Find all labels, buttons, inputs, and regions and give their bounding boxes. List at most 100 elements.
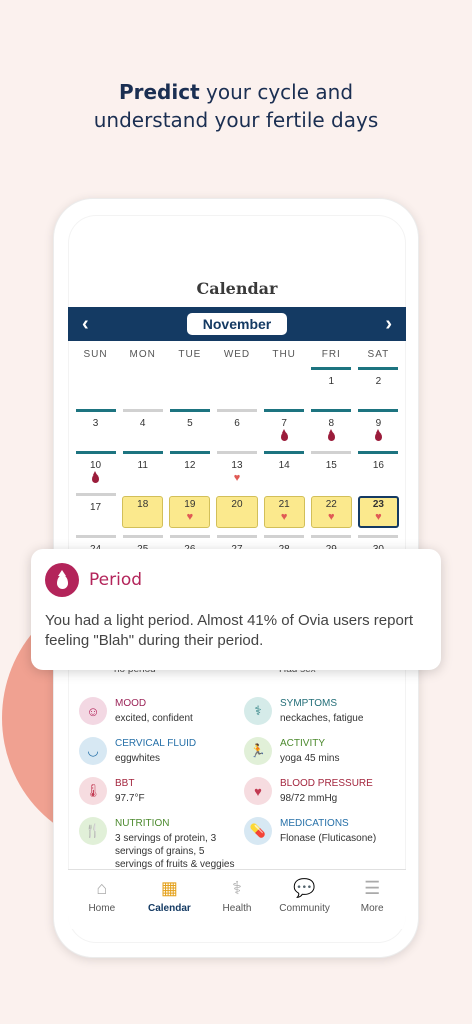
tab-home[interactable]: ⌂ Home	[68, 870, 136, 929]
calendar-empty-cell	[261, 365, 308, 407]
calendar-empty-cell	[119, 365, 166, 407]
calendar-day-16[interactable]: 16	[355, 449, 402, 491]
log-label: ACTIVITY	[280, 738, 326, 749]
day-number: 19	[184, 499, 196, 510]
calendar-day-12[interactable]: 12	[166, 449, 213, 491]
calendar-day-23[interactable]: 23 ♥	[355, 491, 402, 533]
calendar-day-2[interactable]: 2	[355, 365, 402, 407]
day-number: 13	[231, 460, 243, 471]
day-of-week-label: TUE	[178, 349, 202, 360]
tab-community[interactable]: 💬 Community	[271, 870, 339, 929]
calendar-day-10[interactable]: 10	[72, 449, 119, 491]
log-entry-blood-pressure[interactable]: ♥ BLOOD PRESSURE 98/72 mmHg	[244, 777, 404, 805]
calendar-day-1[interactable]: 1	[308, 365, 355, 407]
day-indicator-bar	[311, 451, 352, 454]
day-indicator-bar	[122, 451, 163, 454]
day-indicator-bar	[75, 493, 116, 496]
calendar-day-9[interactable]: 9	[355, 407, 402, 449]
calendar-day-6[interactable]: 6	[213, 407, 260, 449]
calendar-grid: 1 2 3 4 5 6 7 8 9 10 11 12 13 ♥ 14 15 16 17 18 19 ♥ 20 21 ♥ 22 ♥ 2…	[72, 365, 402, 575]
popup-title: Period	[89, 570, 143, 590]
day-indicator-bar	[264, 451, 305, 454]
calendar-day-20[interactable]: 20	[213, 491, 260, 533]
period-drop-icon	[280, 429, 288, 441]
calendar-day-15[interactable]: 15	[308, 449, 355, 491]
day-number: 1	[328, 376, 335, 387]
period-drop-icon	[92, 471, 100, 483]
day-number: 20	[231, 499, 243, 510]
log-text: CERVICAL FLUID eggwhites	[115, 737, 196, 765]
calendar-day-19[interactable]: 19 ♥	[166, 491, 213, 533]
day-number: 11	[137, 460, 148, 471]
day-number: 3	[92, 418, 99, 429]
log-text: ACTIVITY yoga 45 mins	[280, 737, 339, 765]
caduceus-icon: ⚕	[244, 697, 272, 725]
fertile-highlight	[310, 496, 352, 528]
tab-health[interactable]: ⚕ Health	[203, 870, 271, 929]
month-label[interactable]: November	[187, 313, 287, 335]
fertile-highlight	[122, 496, 164, 528]
day-of-week-label: THU	[272, 349, 296, 360]
log-entry-cervical-fluid[interactable]: ◡ CERVICAL FLUID eggwhites	[79, 737, 239, 765]
log-label: SYMPTOMS	[280, 698, 338, 709]
day-number: 23	[372, 499, 384, 510]
menu-icon: ☰	[364, 877, 381, 898]
calendar-day-17[interactable]: 17	[72, 491, 119, 533]
log-value: Flonase (Fluticasone)	[280, 833, 377, 844]
log-label: CERVICAL FLUID	[115, 738, 197, 749]
fertile-highlight	[216, 496, 258, 528]
day-indicator-bar	[75, 451, 116, 454]
calendar-day-21[interactable]: 21 ♥	[261, 491, 308, 533]
calendar-day-13[interactable]: 13 ♥	[213, 449, 260, 491]
log-label: NUTRITION	[115, 818, 170, 829]
day-indicator-bar	[358, 451, 399, 454]
calendar-day-8[interactable]: 8	[308, 407, 355, 449]
day-indicator-bar	[75, 535, 116, 538]
log-entry-activity[interactable]: 🏃 ACTIVITY yoga 45 mins	[244, 737, 404, 765]
day-of-week-label: SAT	[367, 349, 390, 360]
heart-icon: ♥	[280, 511, 288, 523]
period-popup[interactable]: Period You had a light period. Almost 41…	[31, 549, 441, 670]
heart-icon: ♥	[375, 511, 382, 523]
calendar-day-4[interactable]: 4	[119, 407, 166, 449]
day-indicator-bar	[311, 367, 352, 370]
day-number: 8	[328, 418, 335, 429]
log-entry-bbt[interactable]: 🌡 BBT 97.7°F	[79, 777, 239, 805]
calendar-day-11[interactable]: 11	[119, 449, 166, 491]
log-entry-symptoms[interactable]: ⚕ SYMPTOMS neckaches, fatigue	[244, 697, 404, 725]
calendar-day-14[interactable]: 14	[261, 449, 308, 491]
calendar-day-18[interactable]: 18	[119, 491, 166, 533]
log-entry-nutrition[interactable]: 🍴 NUTRITION 3 servings of protein, 3 servi…	[79, 817, 239, 871]
day-indicator-bar	[358, 535, 399, 538]
tab-calendar[interactable]: ▦ Calendar	[136, 870, 204, 929]
day-number: 15	[325, 460, 337, 471]
day-number: 4	[139, 418, 146, 429]
day-indicator-bar	[358, 367, 399, 370]
heart-icon: ♥	[233, 472, 241, 484]
day-number: 16	[372, 460, 384, 471]
calendar-empty-cell	[166, 365, 213, 407]
calendar-day-22[interactable]: 22 ♥	[308, 491, 355, 533]
day-number: 18	[137, 499, 149, 510]
log-entry-medications[interactable]: 💊 MEDICATIONS Flonase (Fluticasone)	[244, 817, 404, 845]
calendar-day-5[interactable]: 5	[166, 407, 213, 449]
day-number: 22	[325, 499, 337, 510]
day-number: 21	[278, 499, 290, 510]
log-label: MEDICATIONS	[280, 818, 349, 829]
day-number: 6	[234, 418, 240, 429]
tab-more[interactable]: ☰ More	[338, 870, 406, 929]
day-number: 2	[375, 376, 382, 387]
underwear-icon: ◡	[79, 737, 107, 765]
days-of-week-header: SUN MON TUE WED THU FRI SAT	[72, 349, 402, 360]
next-month-button[interactable]: ›	[385, 312, 392, 335]
log-entry-mood[interactable]: ☺ MOOD excited, confident	[79, 697, 239, 725]
pill-icon: 💊	[244, 817, 272, 845]
day-number: 14	[278, 460, 290, 471]
prev-month-button[interactable]: ‹	[82, 312, 89, 335]
log-value: 3 servings of protein, 3 servings of gra…	[115, 833, 235, 870]
popup-header: Period	[45, 563, 427, 597]
calendar-day-7[interactable]: 7	[261, 407, 308, 449]
headline-bold: Predict	[118, 80, 200, 104]
day-indicator-bar	[264, 409, 305, 412]
calendar-day-3[interactable]: 3	[72, 407, 119, 449]
